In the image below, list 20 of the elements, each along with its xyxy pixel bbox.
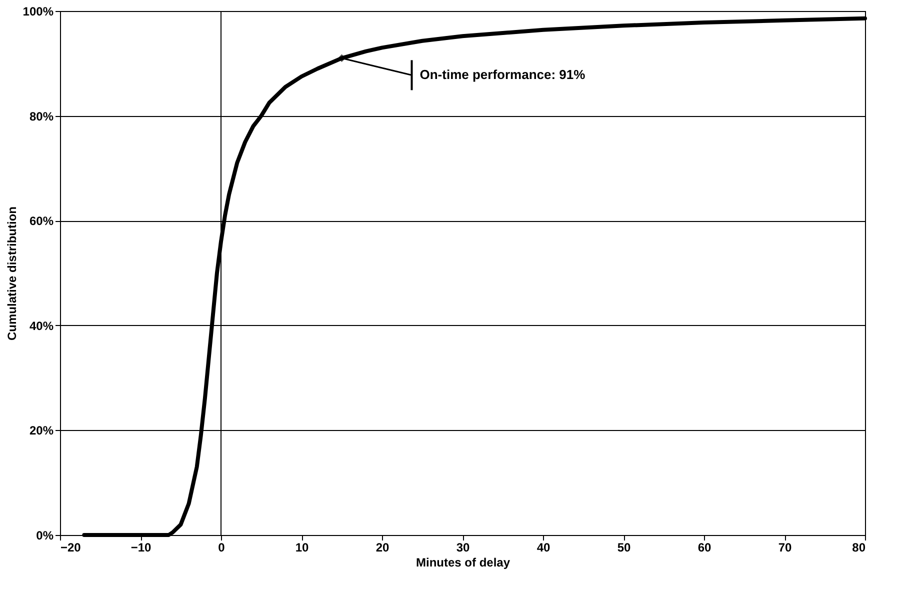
x-tick-label: 30: [456, 540, 470, 554]
x-tick-label: 80: [852, 540, 866, 554]
y-tick-label: 100%: [22, 4, 54, 18]
x-tick-label: 70: [778, 540, 792, 554]
x-tick-label: 0: [218, 540, 226, 554]
x-axis-title: Minutes of delay: [416, 556, 510, 570]
y-axis-title: Cumulative distribution: [4, 206, 19, 341]
x-tick-label: 10: [295, 540, 309, 554]
x-tick-label: 40: [536, 540, 550, 554]
annotation: On-time performance: 91%: [420, 67, 586, 82]
y-tick-label: 60%: [29, 214, 54, 228]
x-tick-label: −20: [60, 540, 82, 554]
x-tick-label: −10: [130, 540, 152, 554]
y-tick-label: 80%: [29, 109, 54, 124]
y-tick-label: 20%: [29, 424, 54, 438]
y-tick-label: 40%: [29, 318, 54, 333]
x-tick-label: 20: [376, 540, 390, 554]
x-tick-label: 60: [698, 540, 712, 554]
y-tick-label: 0%: [36, 528, 54, 542]
x-tick-label: 50: [617, 540, 631, 554]
